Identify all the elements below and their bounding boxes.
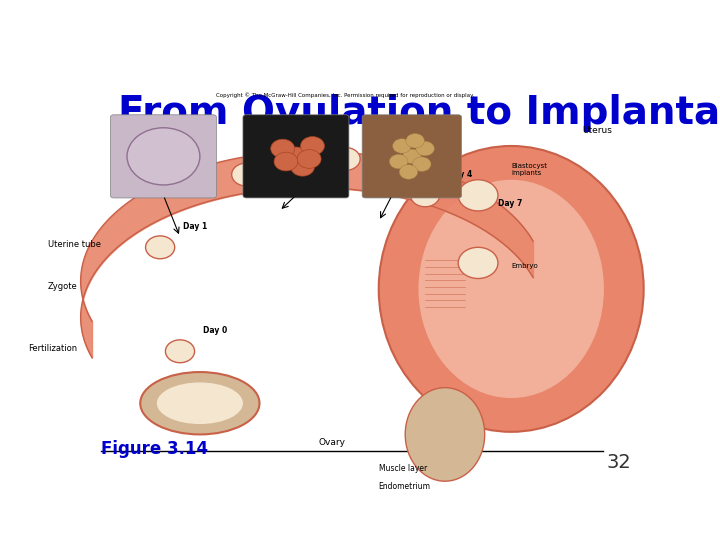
Text: Blastocyst
implants: Blastocyst implants bbox=[511, 163, 547, 176]
Text: Day 1: Day 1 bbox=[184, 222, 207, 231]
Text: Uterus: Uterus bbox=[582, 126, 612, 135]
Circle shape bbox=[390, 154, 408, 169]
Circle shape bbox=[392, 139, 411, 153]
Text: Day 3: Day 3 bbox=[369, 134, 393, 143]
Text: 32: 32 bbox=[606, 453, 631, 472]
Text: Day 7: Day 7 bbox=[498, 199, 522, 208]
Circle shape bbox=[166, 340, 194, 363]
Text: Zygote: Zygote bbox=[48, 282, 77, 291]
Text: Embryo: Embryo bbox=[511, 263, 538, 269]
Circle shape bbox=[410, 184, 440, 207]
Circle shape bbox=[291, 157, 315, 176]
Text: Day 2: Day 2 bbox=[269, 150, 294, 158]
FancyBboxPatch shape bbox=[362, 115, 462, 198]
Text: Day 4: Day 4 bbox=[449, 170, 472, 179]
Circle shape bbox=[232, 163, 261, 186]
Circle shape bbox=[331, 147, 360, 171]
Circle shape bbox=[127, 128, 200, 185]
Circle shape bbox=[413, 157, 431, 171]
Circle shape bbox=[145, 236, 175, 259]
FancyBboxPatch shape bbox=[110, 115, 217, 198]
Text: Day 0: Day 0 bbox=[203, 326, 228, 335]
Circle shape bbox=[458, 180, 498, 211]
Text: Fertilization: Fertilization bbox=[27, 345, 77, 353]
Text: Figure 3.14: Figure 3.14 bbox=[101, 440, 208, 458]
Circle shape bbox=[400, 165, 418, 179]
Ellipse shape bbox=[418, 180, 604, 398]
Circle shape bbox=[458, 247, 498, 279]
Text: Endometrium: Endometrium bbox=[379, 482, 431, 491]
Circle shape bbox=[416, 141, 434, 156]
Circle shape bbox=[406, 133, 424, 148]
FancyBboxPatch shape bbox=[243, 115, 349, 198]
Text: Uterine tube: Uterine tube bbox=[48, 240, 101, 249]
Circle shape bbox=[300, 137, 325, 156]
Circle shape bbox=[274, 152, 298, 171]
Ellipse shape bbox=[379, 146, 644, 432]
Text: Muscle layer: Muscle layer bbox=[379, 464, 427, 473]
Circle shape bbox=[297, 150, 321, 168]
Ellipse shape bbox=[140, 372, 259, 434]
Ellipse shape bbox=[157, 382, 243, 424]
Circle shape bbox=[284, 147, 308, 166]
Text: Copyright © The McGraw-Hill Companies, Inc. Permission required for reproduction: Copyright © The McGraw-Hill Companies, I… bbox=[217, 92, 474, 98]
Circle shape bbox=[271, 139, 294, 158]
Text: From Ovulation to Implantation: From Ovulation to Implantation bbox=[118, 94, 720, 132]
Ellipse shape bbox=[405, 388, 485, 481]
Text: Ovary: Ovary bbox=[319, 438, 346, 447]
Circle shape bbox=[402, 149, 421, 164]
